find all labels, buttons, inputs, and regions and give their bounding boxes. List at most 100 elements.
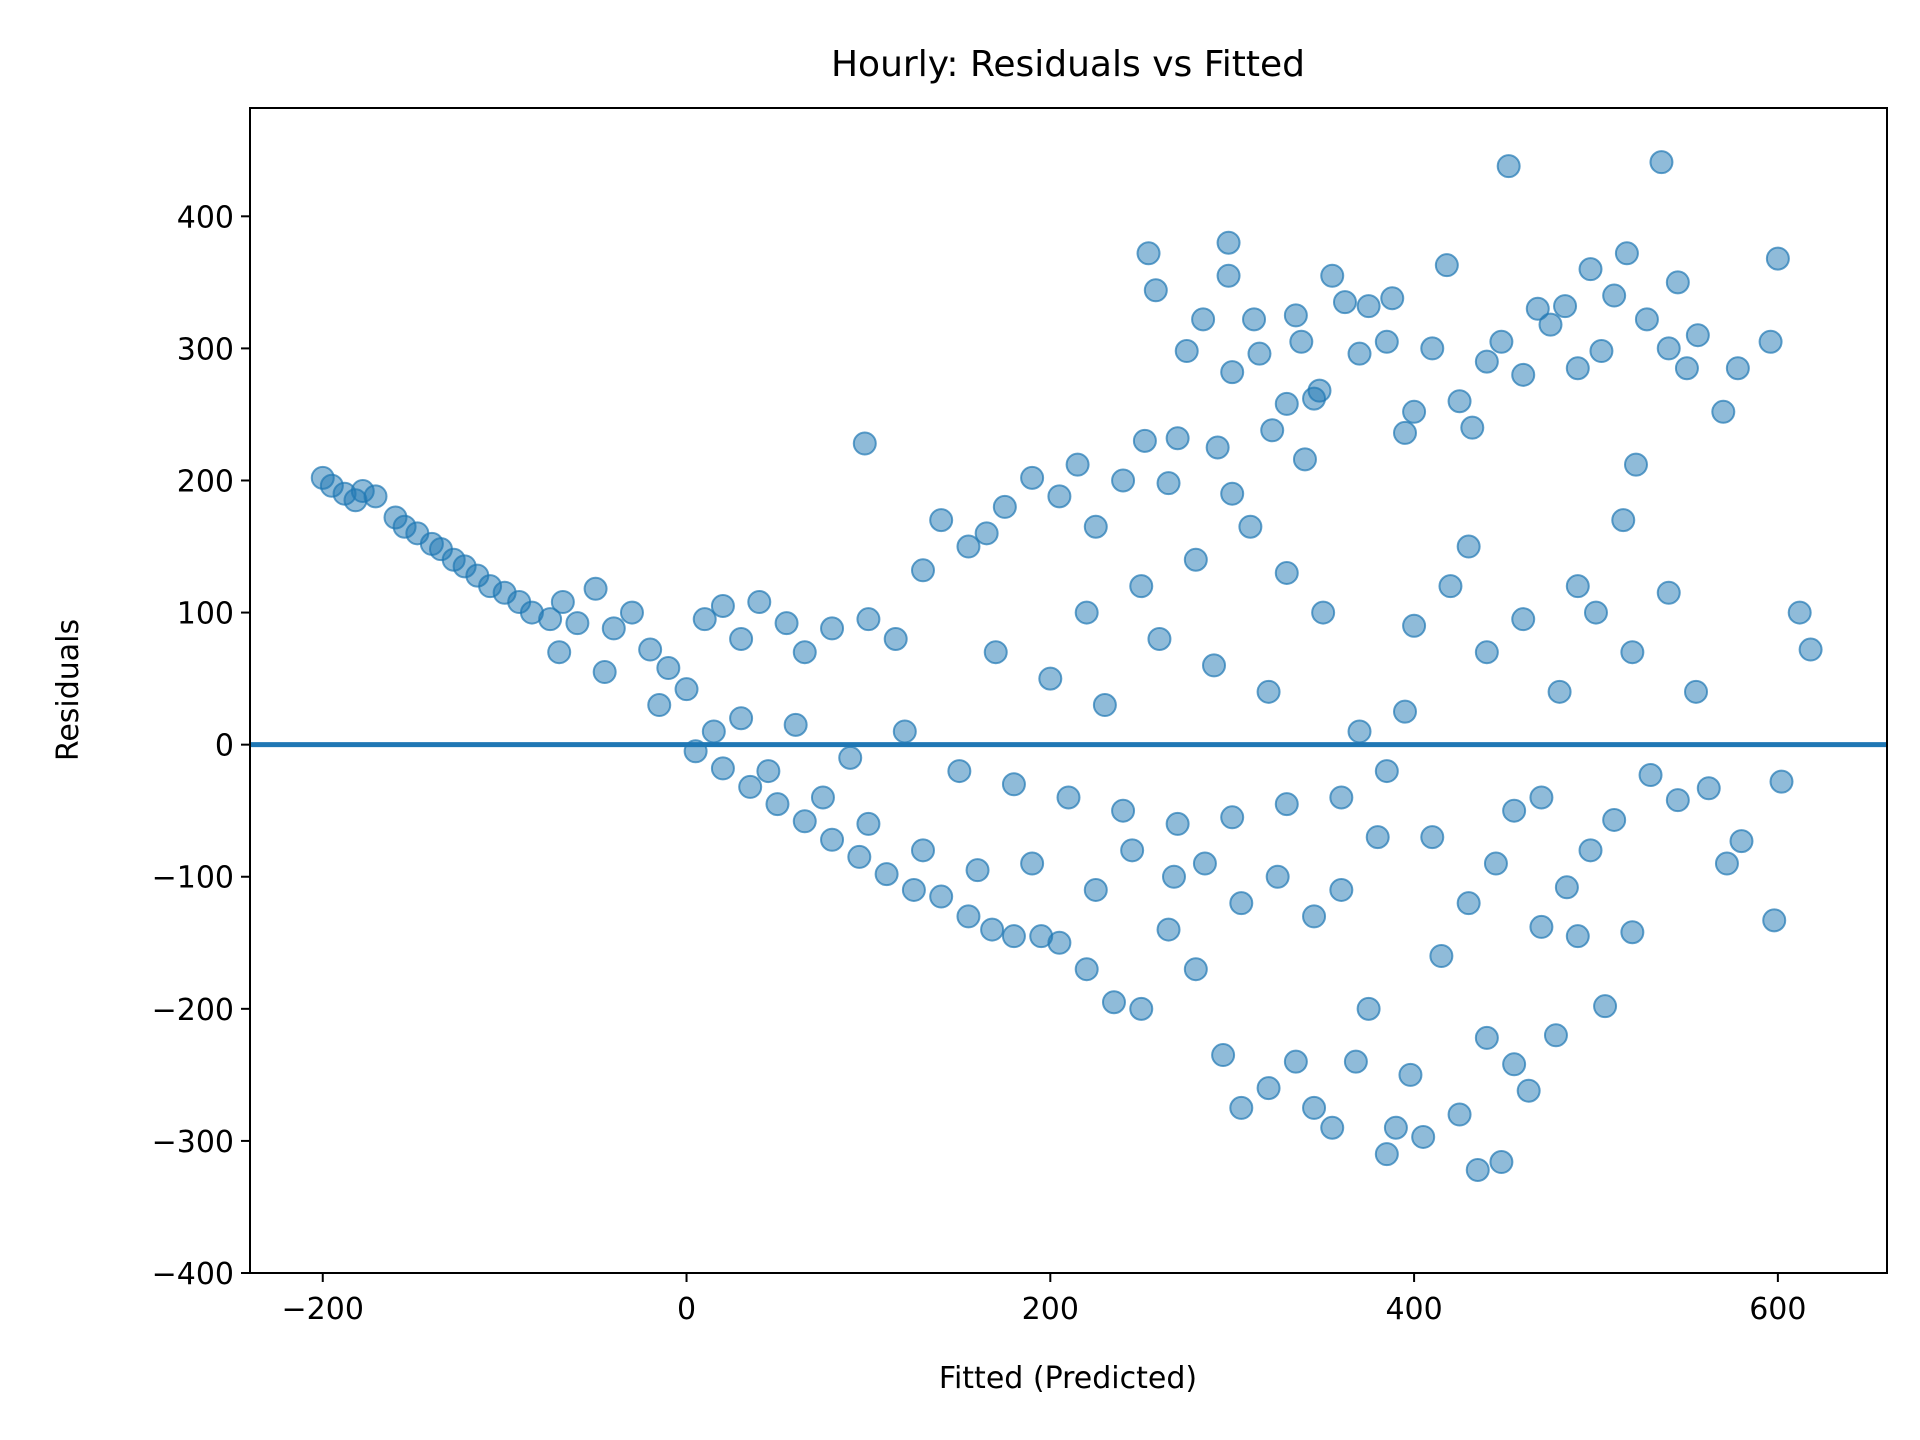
data-point: [1489, 329, 1514, 354]
data-point: [674, 677, 699, 702]
data-point: [1111, 798, 1136, 823]
data-point: [1205, 435, 1230, 460]
data-point: [1516, 1078, 1541, 1103]
data-point: [1274, 391, 1299, 416]
data-point: [729, 626, 754, 651]
data-point: [1456, 891, 1481, 916]
data-point: [1674, 356, 1699, 381]
data-point: [1565, 924, 1590, 949]
data-point: [1320, 263, 1345, 288]
x-axis-ticks: −200 0 200 400 600: [282, 1273, 1806, 1327]
data-point: [929, 884, 954, 909]
data-point: [1120, 838, 1145, 863]
data-point: [1101, 990, 1126, 1015]
data-point: [565, 611, 590, 636]
y-tick-label: −300: [152, 1125, 234, 1160]
data-point: [1038, 666, 1063, 691]
data-point: [1729, 829, 1754, 854]
data-point: [1489, 1150, 1514, 1175]
data-point: [1611, 508, 1636, 533]
data-point: [1302, 904, 1327, 929]
x-tick-label: −200: [282, 1292, 364, 1327]
y-tick-label: −100: [152, 861, 234, 896]
data-point: [1220, 805, 1245, 830]
data-point: [1092, 693, 1117, 718]
data-point: [1402, 399, 1427, 424]
data-point: [738, 774, 763, 799]
data-point: [1211, 1043, 1236, 1068]
data-point: [1132, 428, 1157, 453]
data-point: [1583, 600, 1608, 625]
data-point: [1356, 294, 1381, 319]
data-point: [980, 917, 1005, 942]
data-point: [1065, 452, 1090, 477]
chart-title: Hourly: Residuals vs Fitted: [831, 44, 1305, 85]
data-point: [1685, 323, 1710, 348]
data-point: [1242, 307, 1267, 332]
data-point: [1798, 637, 1823, 662]
data-point: [1029, 924, 1054, 949]
data-point: [363, 484, 388, 509]
data-point: [1398, 1062, 1423, 1087]
data-point: [1765, 246, 1790, 271]
data-point: [1074, 957, 1099, 982]
data-point: [1147, 626, 1172, 651]
data-point: [1174, 339, 1199, 364]
data-point: [1474, 1025, 1499, 1050]
data-point: [1001, 772, 1026, 797]
data-point: [792, 809, 817, 834]
data-point: [1356, 996, 1381, 1021]
data-point: [1332, 290, 1357, 315]
data-point: [1191, 307, 1216, 332]
data-point: [956, 904, 981, 929]
data-point: [1553, 294, 1578, 319]
data-point: [1496, 154, 1521, 179]
plot-frame: [249, 107, 1888, 1274]
data-point: [892, 719, 917, 744]
data-point: [1383, 1115, 1408, 1140]
data-point: [1711, 399, 1736, 424]
data-point: [1111, 468, 1136, 493]
data-point: [1256, 679, 1281, 704]
data-point: [1614, 241, 1639, 266]
data-point: [820, 616, 845, 641]
data-point: [619, 600, 644, 625]
data-point: [1502, 798, 1527, 823]
data-point: [1714, 851, 1739, 876]
data-point: [1620, 640, 1645, 665]
data-point: [547, 640, 572, 665]
data-point: [1143, 278, 1168, 303]
data-point: [1769, 769, 1794, 794]
data-point: [1365, 825, 1390, 850]
data-point: [1260, 418, 1285, 443]
data-point: [1229, 1095, 1254, 1120]
data-point: [1083, 877, 1108, 902]
data-point: [701, 719, 726, 744]
data-point: [910, 838, 935, 863]
data-point: [1238, 514, 1263, 539]
data-point: [656, 656, 681, 681]
x-tick-label: 200: [1022, 1292, 1079, 1327]
data-point: [1047, 484, 1072, 509]
data-point: [1447, 1102, 1472, 1127]
data-point: [1247, 341, 1272, 366]
data-point: [1274, 792, 1299, 817]
data-point: [1665, 788, 1690, 813]
data-point: [747, 590, 772, 615]
data-point: [1374, 759, 1399, 784]
data-point: [1283, 1049, 1308, 1074]
x-tick-label: 400: [1385, 1292, 1442, 1327]
data-point: [1460, 415, 1485, 440]
data-point: [1220, 360, 1245, 385]
data-point: [847, 844, 872, 869]
data-point: [856, 811, 881, 836]
data-point: [1165, 811, 1190, 836]
data-point: [1020, 851, 1045, 876]
data-point: [1216, 263, 1241, 288]
data-point: [1220, 481, 1245, 506]
data-point: [1529, 785, 1554, 810]
data-point: [1787, 600, 1812, 625]
y-axis-ticks: −400 −300 −200 −100 0 100 200 300 400: [152, 200, 250, 1292]
